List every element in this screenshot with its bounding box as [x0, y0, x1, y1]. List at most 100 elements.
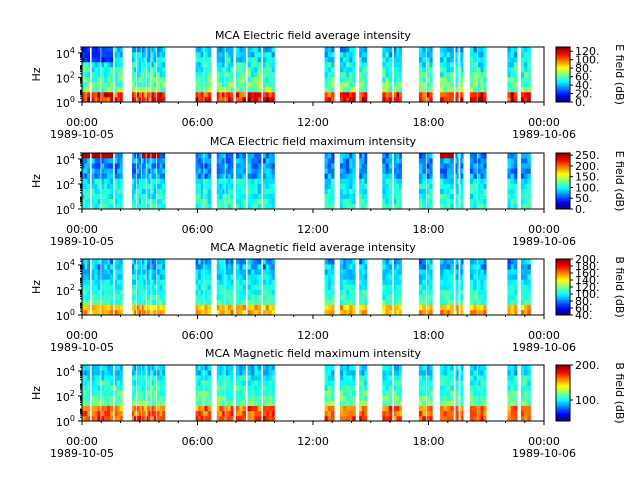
heatmap-cell [107, 269, 111, 275]
heatmap-cell [230, 380, 234, 386]
heatmap-cell [520, 365, 525, 371]
heatmap-cell [257, 405, 262, 412]
heatmap-cell [450, 158, 454, 164]
heatmap-cell [477, 173, 481, 179]
heatmap-cell [143, 289, 146, 295]
heatmap-cell [418, 395, 423, 401]
heatmap-cell [343, 405, 347, 412]
heatmap-cell [239, 410, 243, 417]
heatmap-cell [513, 62, 518, 68]
heatmap-cell [507, 203, 511, 210]
heatmap-cell [527, 72, 531, 78]
heatmap-cell [271, 400, 275, 407]
heatmap-cell [151, 97, 155, 103]
heatmap-cell [239, 259, 243, 265]
heatmap-cell [339, 410, 344, 417]
heatmap-cell [151, 183, 155, 189]
heatmap-cell [136, 77, 140, 83]
heatmap-cell [480, 52, 484, 58]
heatmap-cell [480, 380, 484, 386]
heatmap-cell [446, 178, 451, 184]
heatmap-cell [162, 279, 166, 285]
heatmap-cell [398, 62, 402, 68]
heatmap-cell [343, 410, 347, 417]
heatmap-cell [143, 309, 146, 316]
heatmap-cell [162, 183, 166, 189]
heatmap-cell [117, 168, 121, 174]
heatmap-cell [157, 87, 160, 93]
heatmap-cell [254, 304, 258, 311]
heatmap-cell [221, 67, 225, 73]
heatmap-cell [216, 203, 220, 210]
colorbar-tick-label: 180. [575, 260, 600, 273]
colorbar-segment [556, 280, 570, 282]
heatmap-cell [94, 198, 98, 205]
heatmap-cell [396, 274, 400, 280]
heatmap-cell [242, 97, 246, 103]
heatmap-cell [159, 158, 163, 164]
heatmap-cell [257, 279, 262, 285]
heatmap-cell [271, 168, 275, 174]
colorbar-segment [556, 97, 570, 100]
heatmap-cell [257, 188, 262, 195]
heatmap-cell [265, 375, 270, 381]
heatmap-cell [254, 370, 258, 376]
heatmap-cell [426, 47, 430, 53]
heatmap-cell [94, 77, 98, 83]
heatmap-cell [473, 279, 477, 285]
heatmap-cell [114, 97, 118, 103]
heatmap-cell [265, 370, 270, 376]
heatmap-cell [242, 72, 246, 78]
heatmap-cell [219, 299, 223, 306]
heatmap-cell [162, 284, 166, 290]
heatmap-cell [418, 264, 423, 270]
heatmap-cell [461, 269, 464, 275]
heatmap-cell [455, 188, 458, 195]
x-date-label: 1989-10-05 [50, 341, 114, 354]
colorbar-segment [556, 206, 570, 208]
heatmap-cell [109, 47, 114, 53]
heatmap-cell [382, 57, 386, 63]
heatmap-cell [461, 198, 464, 205]
heatmap-cell [91, 188, 95, 195]
heatmap-cell [418, 87, 423, 93]
heatmap-cell [450, 168, 454, 174]
heatmap-cell [443, 385, 448, 391]
heatmap-cell [141, 385, 144, 391]
heatmap-cell [510, 385, 515, 391]
heatmap-cell [146, 385, 149, 391]
heatmap-cell [97, 294, 101, 301]
heatmap-cell [385, 375, 390, 381]
heatmap-cell [324, 390, 329, 396]
heatmap-cell [153, 82, 157, 88]
heatmap-cell [162, 77, 166, 83]
heatmap-cell [133, 77, 137, 83]
heatmap-cell [455, 178, 458, 184]
heatmap [82, 259, 531, 316]
heatmap-cell [450, 188, 454, 195]
heatmap-cell [460, 395, 462, 401]
heatmap-cell [429, 410, 433, 417]
heatmap-cell [450, 173, 454, 179]
heatmap-cell [422, 400, 426, 407]
heatmap-cell [162, 385, 166, 391]
heatmap-cell [524, 385, 528, 391]
heatmap-cell [443, 57, 448, 63]
heatmap-cell [480, 188, 484, 195]
heatmap-cell [195, 72, 199, 78]
heatmap-cell [443, 304, 448, 311]
heatmap-cell [151, 294, 155, 301]
heatmap-cell [141, 375, 144, 381]
heatmap-cell [385, 299, 390, 306]
heatmap-cell [207, 385, 212, 391]
heatmap-cell [104, 375, 108, 381]
heatmap-cell [84, 87, 88, 93]
heatmap-cell [346, 67, 350, 73]
heatmap-cell [343, 365, 347, 371]
heatmap-cell [346, 82, 350, 88]
heatmap-cell [225, 299, 229, 306]
heatmap-cell [114, 77, 118, 83]
heatmap-cell [388, 304, 393, 311]
heatmap-cell [117, 153, 121, 159]
colorbar-segment [556, 383, 570, 385]
